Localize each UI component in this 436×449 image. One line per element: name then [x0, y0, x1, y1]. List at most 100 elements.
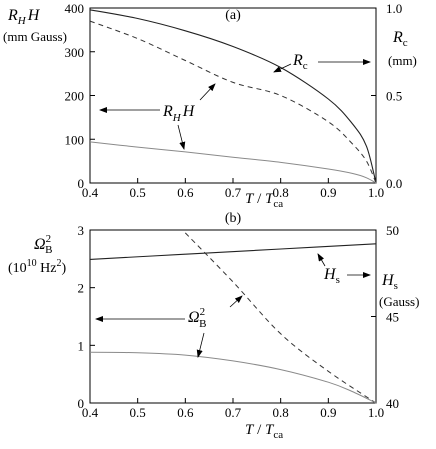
- panel-a-xlabel-main: T: [245, 191, 255, 207]
- panel-b-y-left-tick-label: 2: [78, 281, 85, 296]
- panel-a-label: (a): [225, 8, 241, 23]
- panel-a-right-title-main: R: [392, 29, 403, 46]
- arrow-omega-to-gray: [196, 332, 205, 358]
- label-rhh-after: H: [182, 103, 196, 120]
- panel-b-right-title-main: H: [381, 272, 395, 289]
- panel-b-label: (b): [225, 211, 242, 226]
- label-rc-sub: c: [303, 60, 308, 72]
- panel-b-left-title-sup: 2: [46, 233, 52, 245]
- panel-b-curves: [89, 232, 377, 404]
- label-rc: Rc: [292, 52, 308, 72]
- panel-b-y-right-tick-label: 45: [386, 310, 399, 325]
- panel-b-x-tick-label: 0.6: [177, 405, 194, 420]
- panel-b-left-axis-title: Ω2 B: [34, 233, 52, 256]
- panel-a-left-title-main: R: [7, 7, 18, 24]
- panel-b-unit-sup2: 2: [57, 258, 62, 269]
- panel-b-series-0-line: [89, 243, 377, 260]
- panel-a-left-axis-title: RH H: [7, 7, 41, 27]
- panel-b-xlabel: T / Tca: [245, 422, 283, 441]
- arrow-rc-to-curve: [273, 63, 292, 73]
- panel-a-y-right-tick-label: 0.5: [386, 89, 402, 104]
- panel-b-left-title-main: Ω: [34, 236, 46, 253]
- panel-b-xlabel-main: T: [245, 422, 255, 438]
- panel-b-ticks: 0.4 0.5 0.6 0.7 0.8 0.9 1.0 0 1 2 3 40 45 50: [78, 223, 400, 420]
- panel-b-frame: [89, 229, 377, 404]
- panel-b-unit-pre: (10: [8, 261, 27, 276]
- label-rhh-sub: H: [172, 112, 182, 124]
- panel-b-x-tick-label: 0.8: [273, 405, 289, 420]
- panel-a-y-right-tick-label: 0.0: [386, 176, 402, 191]
- panel-a-x-tick-label: 0.9: [320, 185, 336, 200]
- panel-b: (b) Ω2 B (1010 Hz2) Hs (Gauss) 0.4 0.5 0.6 0…: [8, 211, 419, 441]
- panel-a-xlabel: T / Tca: [245, 191, 283, 210]
- panel-a-annotation-rhh: RH H: [99, 83, 216, 150]
- panel-a-right-unit: (mm): [388, 53, 417, 68]
- panel-a-x-tick-label: 0.4: [82, 185, 99, 200]
- panel-b-unit-mid: Hz: [37, 261, 57, 276]
- panel-b-right-unit: (Gauss): [379, 294, 419, 309]
- label-hs-main: H: [323, 266, 337, 283]
- panel-b-x-tick-label: 0.7: [225, 405, 242, 420]
- panel-a-y-left-tick-label: 400: [65, 1, 85, 16]
- panel-b-y-left-tick-label: 1: [78, 338, 85, 353]
- label-omega-sup: 2: [200, 306, 206, 318]
- panel-a-left-title-sub: H: [17, 15, 27, 27]
- panel-a-y-left-tick-label: 200: [65, 89, 85, 104]
- panel-b-series-2-line: [89, 351, 377, 404]
- panel-b-xlabel-t: T: [265, 422, 275, 438]
- panel-a-series-1-line: [89, 20, 377, 184]
- panel-a-x-tick-label: 0.8: [273, 185, 289, 200]
- panel-a-y-left-tick-label: 0: [78, 176, 85, 191]
- panel-b-y-right-tick-label: 40: [386, 396, 399, 411]
- panel-a-x-tick-label: 0.5: [130, 185, 146, 200]
- label-hs-sub: s: [336, 274, 340, 286]
- panel-a-xlabel-t: T: [265, 191, 275, 207]
- arrow-omega-to-dashed: [229, 295, 243, 308]
- arrow-hs-to-line: [317, 253, 326, 267]
- label-hs: Hs: [323, 266, 340, 286]
- panel-a-right-axis-title: Rc: [392, 29, 408, 49]
- panel-b-xlabel-sub: ca: [273, 429, 283, 441]
- panel-a-left-unit: (mm Gauss): [3, 29, 67, 44]
- panel-a-xlabel-sub: ca: [273, 198, 283, 210]
- panel-a-y-left-tick-label: 100: [65, 132, 85, 147]
- arrow-rhh-to-gray: [177, 124, 186, 150]
- panel-b-left-title-sub: B: [45, 244, 52, 256]
- panel-b-x-tick-label: 0.9: [320, 405, 336, 420]
- panel-b-left-unit: (1010 Hz2): [8, 258, 67, 276]
- panel-a-left-title-after: H: [27, 7, 41, 24]
- panel-a-y-left-tick-label: 300: [65, 45, 85, 60]
- panel-a-xlabel-slash: /: [253, 191, 265, 207]
- panel-b-unit-post: ): [62, 261, 67, 276]
- panel-b-annotation-omega: Ω2 B: [95, 295, 243, 358]
- panel-b-right-axis-title: Hs: [381, 272, 398, 292]
- panel-b-right-title-sub: s: [394, 280, 398, 292]
- panel-b-x-tick-label: 0.4: [82, 405, 99, 420]
- label-rhh-main: R: [162, 103, 173, 120]
- panel-b-unit-sup: 10: [27, 258, 37, 269]
- panel-b-xlabel-slash: /: [253, 422, 265, 438]
- label-rhh: RH H: [162, 103, 196, 124]
- panel-a-annotation-rc: Rc: [273, 52, 371, 73]
- panel-a-x-tick-label: 0.6: [177, 185, 194, 200]
- label-omega-main: Ω: [188, 309, 200, 326]
- panel-b-y-left-tick-label: 3: [78, 223, 85, 238]
- panel-a-ticks: 0.4 0.5 0.6 0.7 0.8 0.9 1.0 0 100 200 300 400 0.0 0.5…: [65, 1, 403, 200]
- panel-b-annotation-hs: Hs: [317, 253, 371, 286]
- panel-a-right-title-sub: c: [403, 37, 408, 49]
- panel-a-curves: [89, 9, 377, 184]
- panel-a: (a) RH H (mm Gauss) Rc (mm) 0.4 0.5 0.6 0.7 0…: [3, 1, 417, 210]
- label-rc-main: R: [292, 52, 303, 69]
- label-omega: Ω2 B: [188, 306, 206, 330]
- panel-a-x-tick-label: 1.0: [368, 185, 384, 200]
- panel-b-y-right-tick-label: 50: [386, 223, 399, 238]
- panel-a-series-2-line: [89, 141, 377, 184]
- panel-b-x-tick-label: 0.5: [130, 405, 146, 420]
- panel-b-series-1-line: [184, 232, 377, 404]
- panel-b-x-tick-label: 1.0: [368, 405, 384, 420]
- panel-b-y-left-tick-label: 0: [78, 396, 85, 411]
- panel-a-x-tick-label: 0.7: [225, 185, 242, 200]
- label-omega-sub: B: [199, 318, 206, 330]
